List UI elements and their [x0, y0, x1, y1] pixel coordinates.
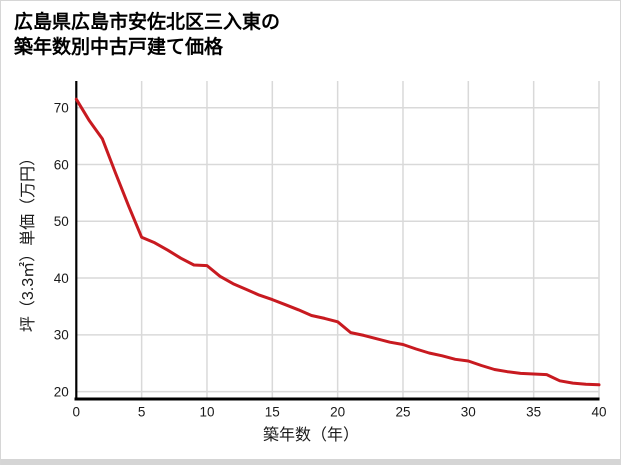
- chart-title-line-1: 広島県広島市安佐北区三入東の: [14, 12, 281, 33]
- chart-title-line-2: 築年数別中古戸建て価格: [14, 37, 224, 58]
- x-tick-label-15: 15: [265, 405, 280, 420]
- price-line-series: [74, 97, 601, 387]
- y-tick-label-20: 20: [54, 384, 69, 399]
- x-tick-label-10: 10: [199, 405, 214, 420]
- x-tick-label-5: 5: [138, 405, 146, 420]
- y-axis-label: 坪（3.3㎡）単価（万円）: [19, 150, 37, 332]
- chart-title: 広島県広島市安佐北区三入東の 築年数別中古戸建て価格: [14, 10, 280, 60]
- y-tick-label-50: 50: [54, 214, 69, 229]
- x-tick-label-40: 40: [591, 405, 606, 420]
- y-tick-label-30: 30: [54, 328, 69, 343]
- x-tick-label-0: 0: [73, 405, 81, 420]
- x-tick-label-35: 35: [526, 405, 541, 420]
- x-tick-label-30: 30: [461, 405, 476, 420]
- bottom-border-strip: [1, 459, 620, 465]
- y-tick-label-40: 40: [54, 271, 69, 286]
- x-axis-label: 築年数（年）: [263, 426, 359, 444]
- x-tick-label-25: 25: [395, 405, 410, 420]
- y-tick-label-60: 60: [54, 157, 69, 172]
- x-tick-label-20: 20: [330, 405, 345, 420]
- y-tick-label-70: 70: [54, 100, 69, 115]
